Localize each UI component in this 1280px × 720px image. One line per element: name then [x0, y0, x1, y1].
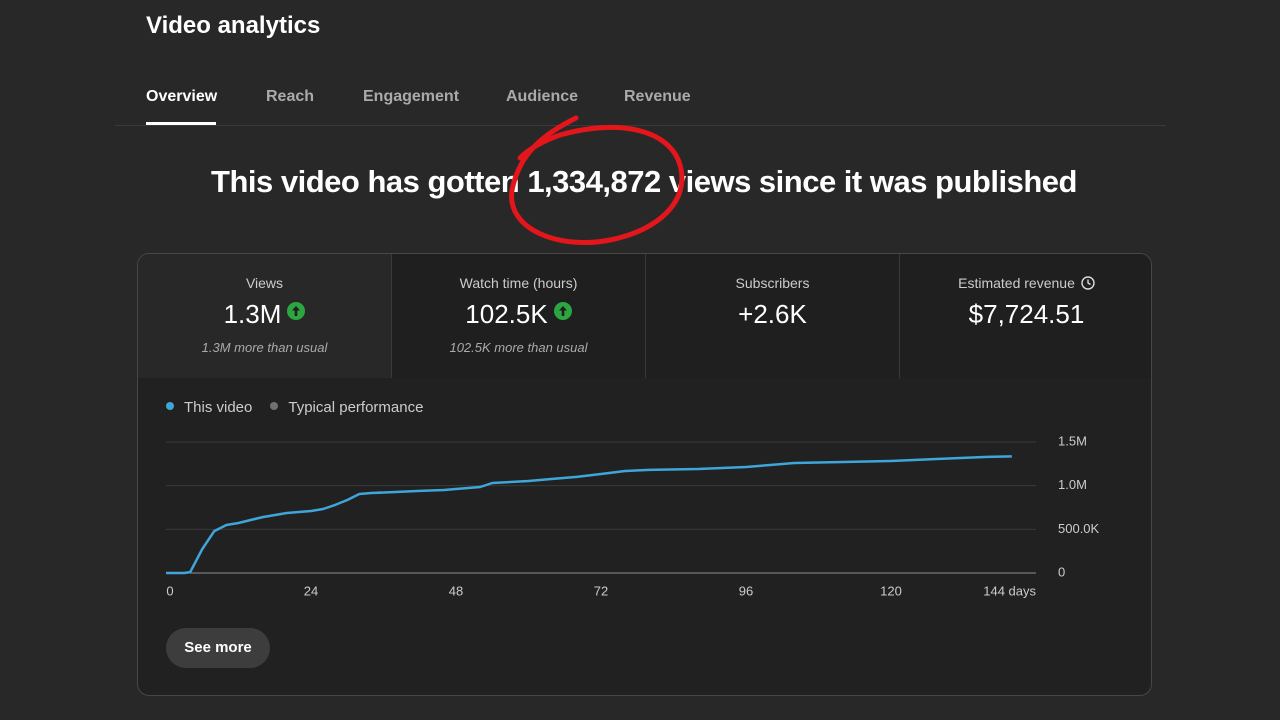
metric-label: Views — [245, 275, 284, 291]
analytics-card: Views 1.3M 1.3M more than usual Watch ti… — [137, 253, 1152, 696]
series-line — [166, 455, 1012, 575]
page-title: Video analytics — [146, 12, 321, 39]
metric-value: 102.5K — [465, 299, 548, 329]
metric-tile[interactable]: Watch time (hours) 102.5K 102.5K more th… — [392, 254, 646, 378]
tab[interactable]: Reach — [266, 88, 315, 105]
x-tick-label: 48 — [449, 583, 463, 598]
tab-indicator — [146, 122, 216, 125]
legend-dot — [166, 402, 174, 410]
metric-value: $7,724.51 — [968, 299, 1085, 329]
x-tick-label: 24 — [304, 583, 318, 598]
legend-dot — [270, 402, 279, 410]
legend-item: This video — [166, 399, 252, 416]
metric-tile[interactable]: Subscribers +2.6K — [646, 254, 900, 378]
headline: This video has gotten 1,334,872 views si… — [0, 164, 1280, 200]
metric-label: Subscribers — [735, 275, 810, 291]
divider — [115, 125, 1166, 126]
y-tick-label: 1.5M — [1058, 433, 1087, 448]
legend: This video Typical performance — [166, 399, 441, 416]
metric-label: Estimated revenue — [958, 275, 1075, 291]
metric-note: 1.3M more than usual — [201, 340, 328, 355]
x-tick-label: 72 — [594, 583, 608, 598]
legend-label: Typical performance — [288, 399, 424, 416]
x-tick-label: 144 days — [983, 583, 1036, 598]
clock-icon — [1081, 276, 1095, 290]
view-count: 1,334,872 — [527, 164, 661, 199]
up-icon — [553, 302, 572, 320]
x-tick-label: 96 — [739, 583, 753, 598]
y-tick-label: 1.0M — [1058, 477, 1087, 492]
tab[interactable]: Overview — [146, 88, 218, 105]
metric-value: +2.6K — [738, 299, 807, 329]
x-tick-label: 120 — [880, 583, 902, 598]
see-more-button[interactable]: See more — [166, 628, 270, 668]
tab[interactable]: Engagement — [363, 88, 460, 105]
chart: 0 500.0K 1.0M 1.5M 0 24 48 72 96 120 144 days — [166, 433, 1100, 598]
metric-note: 102.5K more than usual — [449, 340, 588, 355]
metric-tile[interactable]: Estimated revenue $7,724.51 — [900, 254, 1151, 378]
metric-value: 1.3M — [223, 299, 282, 329]
legend-item: Typical performance — [270, 399, 423, 416]
headline-text: This video has gotten — [211, 164, 520, 199]
headline-text: views since it was published — [668, 164, 1078, 199]
metric-tile[interactable]: Views 1.3M 1.3M more than usual — [138, 254, 392, 378]
x-tick-label: 0 — [166, 583, 173, 598]
tab[interactable]: Audience — [506, 88, 579, 105]
up-icon — [287, 302, 306, 320]
y-tick-label: 0 — [1058, 564, 1065, 579]
tab[interactable]: Revenue — [624, 88, 691, 105]
metric-label: Watch time (hours) — [459, 275, 578, 291]
y-tick-label: 500.0K — [1058, 521, 1100, 536]
legend-label: This video — [184, 399, 253, 416]
